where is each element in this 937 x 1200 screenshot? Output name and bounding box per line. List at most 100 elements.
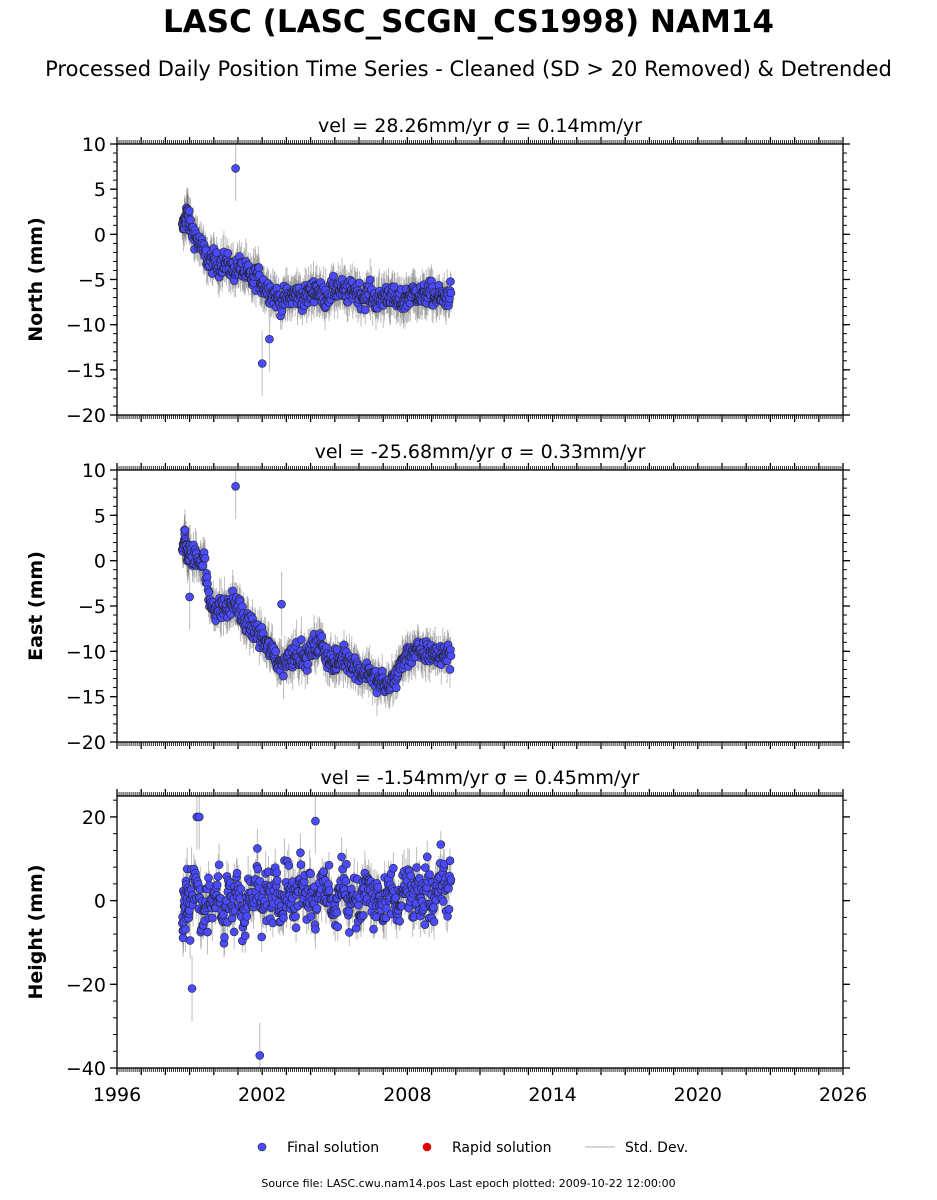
panel-title: vel = 28.26mm/yr σ = 0.14mm/yr <box>318 115 642 137</box>
data-point <box>253 864 263 874</box>
y-axis-label: East (mm) <box>25 551 47 661</box>
data-point <box>406 871 416 881</box>
data-point <box>198 561 207 570</box>
data-point <box>185 936 195 945</box>
data-point <box>355 278 364 288</box>
panel-1: vel = 28.26mm/yr σ = 0.14mm/yr North (mm)… <box>25 115 850 427</box>
data-point <box>391 683 401 693</box>
data-point <box>373 882 383 892</box>
data-point <box>253 844 262 853</box>
data-point <box>204 873 213 883</box>
data-point <box>354 900 363 910</box>
y-tick-label: −20 <box>66 405 106 427</box>
data-point <box>365 275 375 285</box>
y-tick-label: −10 <box>66 641 106 663</box>
data-point <box>303 659 312 669</box>
data-point <box>344 907 354 916</box>
data-point <box>212 880 222 890</box>
data-point <box>271 647 281 656</box>
data-point <box>185 206 194 216</box>
y-ticks: 10 5 0 −5 −10 −15 −20 <box>66 134 850 427</box>
y-axis-label: Height (mm) <box>25 864 47 999</box>
data-point <box>291 912 300 921</box>
data-point <box>389 863 398 873</box>
data-point <box>214 860 224 870</box>
data-point <box>296 848 305 857</box>
data-point <box>369 924 378 934</box>
panel-title: vel = -25.68mm/yr σ = 0.33mm/yr <box>315 441 646 463</box>
data-point <box>204 587 214 597</box>
data-point <box>231 482 240 491</box>
data-point <box>208 913 217 923</box>
data-point <box>272 868 282 877</box>
data-point <box>341 876 351 886</box>
data-point <box>242 912 252 921</box>
data-point <box>223 248 233 258</box>
data-point <box>395 916 404 926</box>
data-point <box>277 599 286 609</box>
data-point <box>181 925 190 934</box>
data-point <box>265 334 274 344</box>
y-tick-label: 0 <box>94 551 106 573</box>
data-point <box>232 868 242 878</box>
data-point <box>342 859 351 869</box>
final-solution-points <box>178 812 456 1060</box>
x-ticks <box>116 137 844 422</box>
data-point <box>186 215 195 225</box>
data-point <box>306 912 316 921</box>
data-point <box>213 872 223 881</box>
y-tick-label: 10 <box>82 134 106 156</box>
data-point <box>257 932 267 942</box>
data-point <box>240 931 250 941</box>
final-solution-points <box>178 482 456 698</box>
data-point <box>359 911 368 920</box>
data-point <box>319 867 328 876</box>
panel-2: vel = -25.68mm/yr σ = 0.33mm/yr East (mm)… <box>25 441 850 754</box>
data-point <box>284 861 294 870</box>
data-point <box>360 305 370 315</box>
panel-3: vel = -1.54mm/yr σ = 0.45mm/yr Height (mm… <box>25 767 867 1106</box>
final-solution-points <box>178 164 456 368</box>
data-point <box>229 927 239 937</box>
data-point <box>324 860 334 870</box>
y-tick-label: −15 <box>66 687 106 709</box>
data-point <box>220 932 229 942</box>
data-point <box>236 884 246 894</box>
data-point <box>200 553 210 563</box>
data-point <box>231 164 240 173</box>
y-tick-label: −10 <box>66 315 106 337</box>
data-point <box>329 271 338 281</box>
data-point <box>312 904 322 913</box>
data-point <box>306 869 315 878</box>
data-point <box>180 525 190 535</box>
data-point <box>272 876 282 885</box>
data-point <box>446 288 456 298</box>
y-tick-label: 0 <box>94 224 106 246</box>
y-axis-label: North (mm) <box>25 217 47 342</box>
data-point <box>311 925 320 934</box>
data-point <box>325 886 334 895</box>
data-point <box>297 635 306 644</box>
y-ticks: 10 5 0 −5 −10 −15 −20 <box>66 460 850 754</box>
data-point <box>257 359 267 368</box>
data-point <box>254 263 264 273</box>
chart-subtitle: Processed Daily Position Time Series - C… <box>45 57 892 81</box>
data-point <box>317 632 327 641</box>
data-point <box>291 923 301 933</box>
y-tick-label: −20 <box>66 732 106 754</box>
data-point <box>332 908 342 917</box>
data-point <box>279 671 288 681</box>
y-tick-label: 5 <box>94 505 106 527</box>
data-point <box>445 665 455 674</box>
data-point <box>333 922 343 932</box>
data-point <box>446 277 455 286</box>
chart-title: LASC (LASC_SCGN_CS1998) NAM14 <box>163 4 774 40</box>
data-point <box>296 860 306 870</box>
chart-panels: vel = 28.26mm/yr σ = 0.14mm/yr North (mm)… <box>25 115 867 1106</box>
y-tick-label: −5 <box>78 596 106 618</box>
data-point <box>203 927 212 937</box>
data-point <box>185 592 194 602</box>
y-tick-label: 5 <box>94 179 106 201</box>
std-dev-bars <box>181 470 452 716</box>
